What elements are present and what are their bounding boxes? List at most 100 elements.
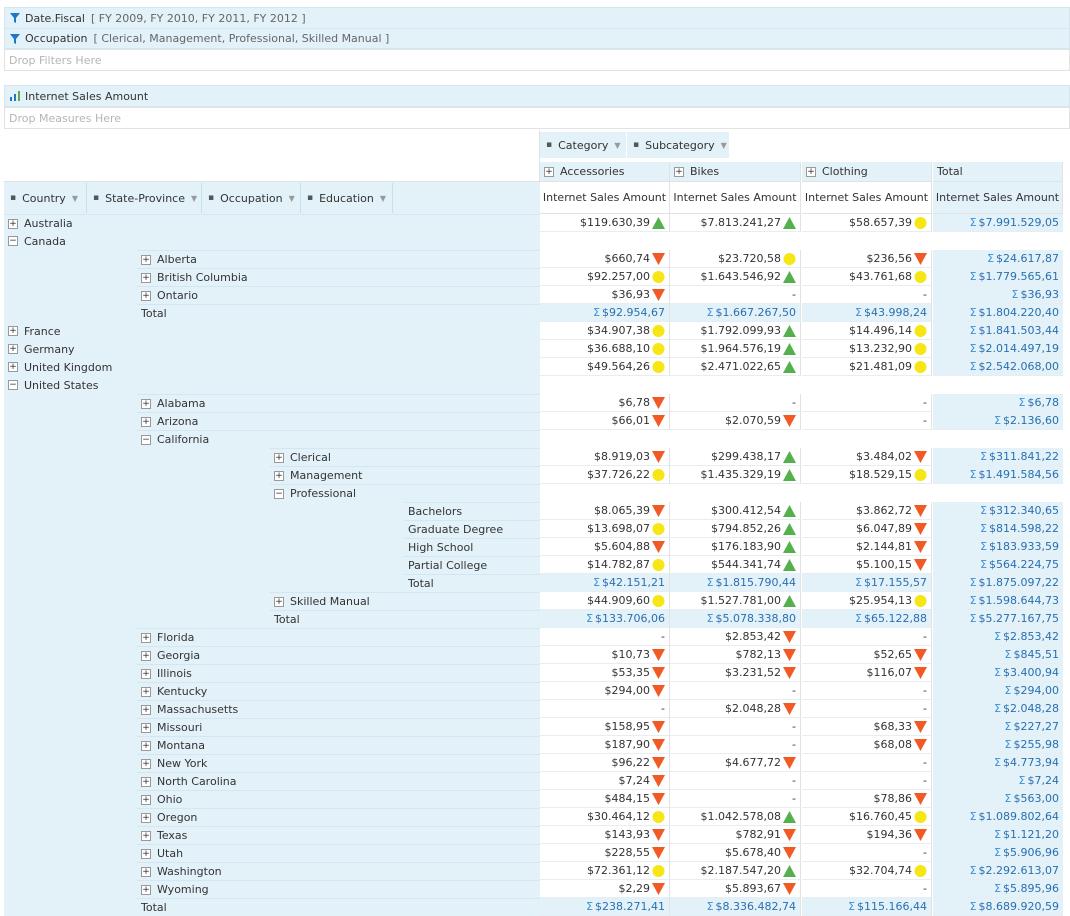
expand-button[interactable]: +: [806, 166, 816, 177]
row-field-chip[interactable]: ▪ State-Province ▼: [87, 183, 202, 213]
expand-button[interactable]: +: [141, 416, 151, 427]
row-header[interactable]: + Oregon: [137, 808, 540, 826]
drop-filters-label: Drop Filters Here: [9, 53, 102, 67]
row-field-chip[interactable]: ▪ Country ▼: [4, 183, 87, 213]
sort-arrow-icon[interactable]: ▼: [288, 193, 295, 203]
row-header[interactable]: + Alberta: [137, 250, 540, 268]
category-header[interactable]: + Clothing: [802, 162, 932, 182]
collapse-button[interactable]: −: [8, 380, 18, 390]
value-cell: $5.893,67: [670, 880, 801, 898]
expand-button[interactable]: +: [674, 166, 684, 177]
value-cell: $13.232,90: [802, 340, 932, 358]
sort-arrow-icon[interactable]: ▼: [720, 140, 727, 150]
row-header[interactable]: + Washington: [137, 862, 540, 880]
row-header[interactable]: + Massachusetts: [137, 700, 540, 718]
row-header[interactable]: + Ontario: [137, 286, 540, 304]
expand-button[interactable]: +: [141, 884, 151, 895]
expand-button[interactable]: +: [141, 830, 151, 841]
cell-value: $1.875.097,22: [978, 576, 1059, 589]
expand-button[interactable]: +: [141, 722, 151, 733]
row-header[interactable]: + Wyoming: [137, 880, 540, 898]
sigma-icon: Σ: [994, 630, 1002, 643]
column-field-chip[interactable]: ▪ Subcategory ▼: [627, 132, 730, 158]
expand-button[interactable]: +: [8, 362, 18, 372]
row-header[interactable]: + Australia: [4, 214, 540, 232]
filter-occupation[interactable]: Occupation [ Clerical, Management, Profe…: [4, 28, 1070, 49]
category-header[interactable]: + Bikes: [670, 162, 801, 182]
expand-button[interactable]: +: [141, 704, 151, 715]
expand-button[interactable]: +: [141, 794, 151, 805]
row-header[interactable]: + Georgia: [137, 646, 540, 664]
sort-arrow-icon[interactable]: ▼: [379, 193, 387, 203]
drop-measures-zone[interactable]: Drop Measures Here: [4, 107, 1070, 129]
row-header[interactable]: + North Carolina: [137, 772, 540, 790]
sort-arrow-icon[interactable]: ▼: [614, 140, 621, 150]
cell-value: $6,78: [618, 396, 651, 409]
sigma-icon: Σ: [855, 612, 863, 625]
row-header[interactable]: + Utah: [137, 844, 540, 862]
value-cell: $21.481,09: [802, 358, 932, 376]
expand-button[interactable]: +: [141, 254, 151, 265]
trend-up-icon: [783, 450, 796, 463]
expand-button[interactable]: +: [141, 650, 151, 661]
row-header[interactable]: + Skilled Manual: [270, 592, 540, 610]
expand-button[interactable]: +: [141, 776, 151, 787]
row-field-chip[interactable]: ▪ Occupation ▼: [202, 183, 301, 213]
row-header[interactable]: + Germany: [4, 340, 540, 358]
value-cell: -: [670, 772, 801, 790]
expand-button[interactable]: +: [141, 740, 151, 751]
column-field-chip[interactable]: ▪ Category ▼: [540, 132, 627, 158]
row-header[interactable]: − Canada: [4, 232, 540, 250]
measure-chip[interactable]: Internet Sales Amount: [4, 85, 1070, 107]
sort-arrow-icon[interactable]: ▼: [71, 193, 78, 203]
collapse-button[interactable]: −: [8, 236, 18, 246]
expand-button[interactable]: +: [141, 668, 151, 679]
row-label: Canada: [24, 234, 66, 248]
row-header[interactable]: + Clerical: [270, 448, 540, 466]
expand-button[interactable]: +: [274, 452, 284, 463]
expand-button[interactable]: +: [141, 848, 151, 859]
sort-arrow-icon[interactable]: ▼: [191, 193, 198, 203]
row-header[interactable]: + Alabama: [137, 394, 540, 412]
row-header[interactable]: + France: [4, 322, 540, 340]
expand-button[interactable]: +: [8, 218, 18, 229]
row-header[interactable]: + Ohio: [137, 790, 540, 808]
category-header[interactable]: + Accessories: [540, 162, 670, 182]
row-header[interactable]: + Texas: [137, 826, 540, 844]
expand-button[interactable]: +: [274, 596, 284, 607]
value-cell: $53,35: [540, 664, 670, 682]
row-header[interactable]: − Professional: [270, 484, 540, 502]
expand-button[interactable]: +: [141, 290, 151, 301]
row-header[interactable]: + United Kingdom: [4, 358, 540, 376]
row-header[interactable]: + Kentucky: [137, 682, 540, 700]
expand-button[interactable]: +: [274, 470, 284, 481]
filter-date-fiscal[interactable]: Date.Fiscal [ FY 2009, FY 2010, FY 2011,…: [4, 7, 1070, 29]
row-header[interactable]: + British Columbia: [137, 268, 540, 286]
row-header[interactable]: + Illinois: [137, 664, 540, 682]
collapse-button[interactable]: −: [274, 488, 284, 499]
expand-button[interactable]: +: [544, 166, 554, 177]
expand-button[interactable]: +: [141, 686, 151, 697]
row-header[interactable]: − United States: [4, 376, 540, 394]
row-header[interactable]: + Florida: [137, 628, 540, 646]
row-header[interactable]: + Management: [270, 466, 540, 484]
row-header[interactable]: − California: [137, 430, 540, 448]
row-header[interactable]: + Missouri: [137, 718, 540, 736]
expand-button[interactable]: +: [141, 398, 151, 409]
expand-button[interactable]: +: [8, 326, 18, 336]
cell-value: $17.155,57: [864, 576, 927, 589]
row-field-chip[interactable]: ▪ Education ▼: [301, 183, 393, 213]
collapse-button[interactable]: −: [141, 434, 151, 445]
expand-button[interactable]: +: [141, 812, 151, 823]
expand-button[interactable]: +: [8, 344, 18, 354]
expand-button[interactable]: +: [141, 272, 151, 283]
drop-filters-zone[interactable]: Drop Filters Here: [4, 49, 1070, 71]
expand-button[interactable]: +: [141, 632, 151, 643]
expand-button[interactable]: +: [141, 866, 151, 877]
row-header[interactable]: + Montana: [137, 736, 540, 754]
row-label: Massachusetts: [157, 703, 239, 716]
cell-value: $1.598.644,73: [978, 594, 1059, 607]
row-header[interactable]: + Arizona: [137, 412, 540, 430]
row-header[interactable]: + New York: [137, 754, 540, 772]
expand-button[interactable]: +: [141, 758, 151, 769]
